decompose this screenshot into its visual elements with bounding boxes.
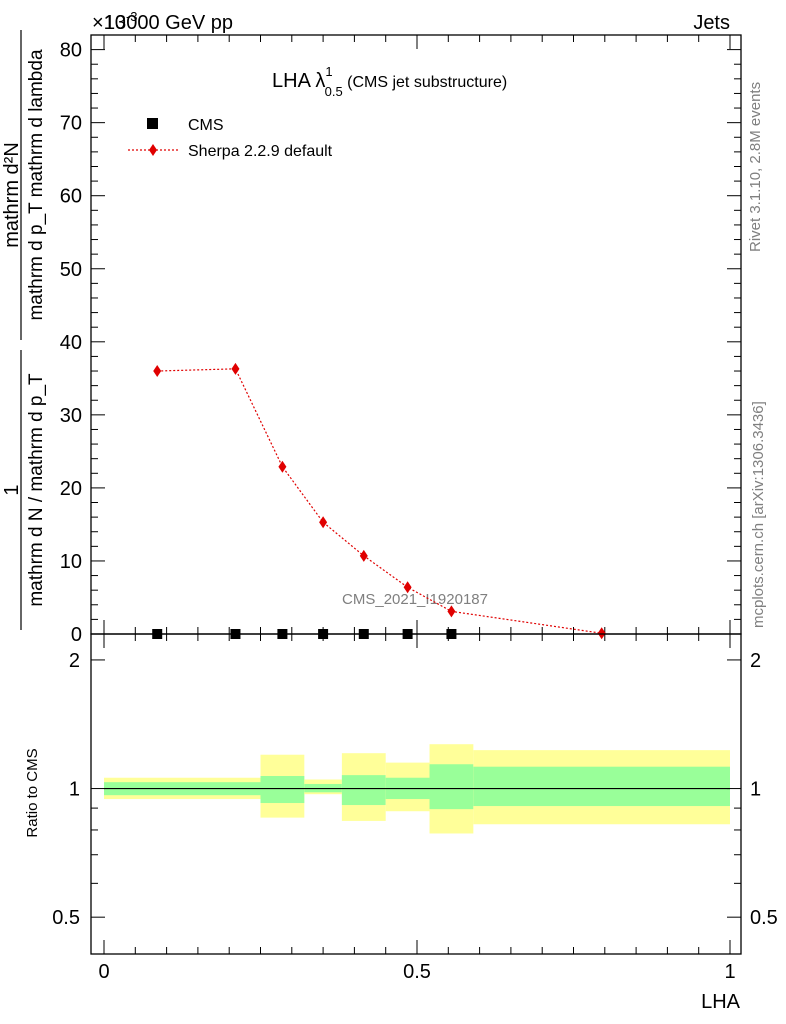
legend-sherpa-marker bbox=[149, 144, 157, 156]
main-y-tick-label: 70 bbox=[60, 113, 82, 135]
x-tick-label: 0.5 bbox=[403, 961, 431, 983]
ratio-y-tick-label-right: 0.5 bbox=[750, 907, 778, 929]
sherpa-line bbox=[157, 368, 602, 634]
ratio-axis-ticks bbox=[91, 634, 741, 954]
ytitle-denominator: mathrm d p_T mathrm d lambda bbox=[26, 49, 47, 320]
main-axis-ticks bbox=[91, 34, 741, 635]
main-y-tick-labels: 0 10 20 30 40 50 60 70 80 bbox=[60, 40, 82, 646]
ratio-y-tick-label: 2 bbox=[69, 650, 80, 672]
sherpa-data-point bbox=[153, 365, 162, 378]
x-tick-labels: 0 0.5 1 bbox=[98, 961, 735, 983]
legend-cms-marker bbox=[147, 118, 158, 129]
legend-cms-label: CMS bbox=[188, 117, 224, 134]
main-y-axis-title: 1 mathrm d N / mathrm d p_T mathrm d²N m… bbox=[1, 30, 47, 630]
x-axis-title: LHA bbox=[701, 991, 741, 1013]
ratio-inner-band bbox=[260, 776, 305, 804]
ytitle-prefix-num: 1 bbox=[1, 484, 23, 495]
sherpa-data-point bbox=[278, 460, 287, 473]
mcplots-label: mcplots.cern.ch [arXiv:1306.3436] bbox=[750, 401, 767, 628]
ratio-y-axis-title: Ratio to CMS bbox=[24, 748, 41, 837]
x-tick-label: 1 bbox=[724, 961, 735, 983]
main-y-tick-label: 80 bbox=[60, 40, 82, 62]
ratio-y-tick-label: 1 bbox=[69, 779, 80, 801]
sherpa-data-point bbox=[447, 605, 456, 618]
sherpa-data-point bbox=[597, 627, 606, 640]
analysis-watermark: CMS_2021_I1920187 bbox=[342, 591, 488, 608]
main-y-tick-label: 0 bbox=[71, 624, 82, 646]
ratio-inner-band bbox=[473, 766, 730, 807]
ratio-inner-band bbox=[341, 775, 386, 806]
ratio-inner-band bbox=[429, 764, 474, 810]
energy-label: 13000 GeV pp bbox=[104, 12, 233, 34]
ratio-y-tick-label-right: 2 bbox=[750, 650, 761, 672]
main-y-tick-label: 10 bbox=[60, 551, 82, 573]
sherpa-data-point bbox=[319, 516, 328, 529]
ytitle-numerator: mathrm d²N bbox=[1, 142, 23, 248]
sherpa-data-point bbox=[359, 549, 368, 562]
main-y-tick-label: 20 bbox=[60, 478, 82, 500]
x-tick-label: 0 bbox=[98, 961, 109, 983]
main-y-tick-label: 40 bbox=[60, 332, 82, 354]
main-y-tick-label: 50 bbox=[60, 259, 82, 281]
jets-label: Jets bbox=[693, 12, 730, 34]
ratio-y-tick-label-right: 1 bbox=[750, 779, 761, 801]
main-y-tick-label: 60 bbox=[60, 186, 82, 208]
multiplier-label: ×10-3 bbox=[92, 9, 138, 34]
sherpa-data-point bbox=[231, 362, 240, 375]
sherpa-data-point bbox=[403, 581, 412, 594]
ratio-panel-frame bbox=[90, 633, 742, 955]
legend-sherpa-label: Sherpa 2.2.9 default bbox=[188, 143, 333, 160]
ytitle-prefix-den: mathrm d N / mathrm d p_T bbox=[26, 373, 47, 607]
legend: CMS Sherpa 2.2.9 default bbox=[128, 117, 333, 160]
rivet-version-label: Rivet 3.1.10, 2.8M events bbox=[747, 82, 764, 252]
main-y-tick-label: 30 bbox=[60, 405, 82, 427]
ratio-tick-labels: 0.5 0.5 1 1 2 2 bbox=[52, 650, 778, 929]
chart-title: LHA λ1 0.5 (CMS jet substructure) bbox=[272, 64, 507, 99]
ratio-y-tick-label: 0.5 bbox=[52, 907, 80, 929]
